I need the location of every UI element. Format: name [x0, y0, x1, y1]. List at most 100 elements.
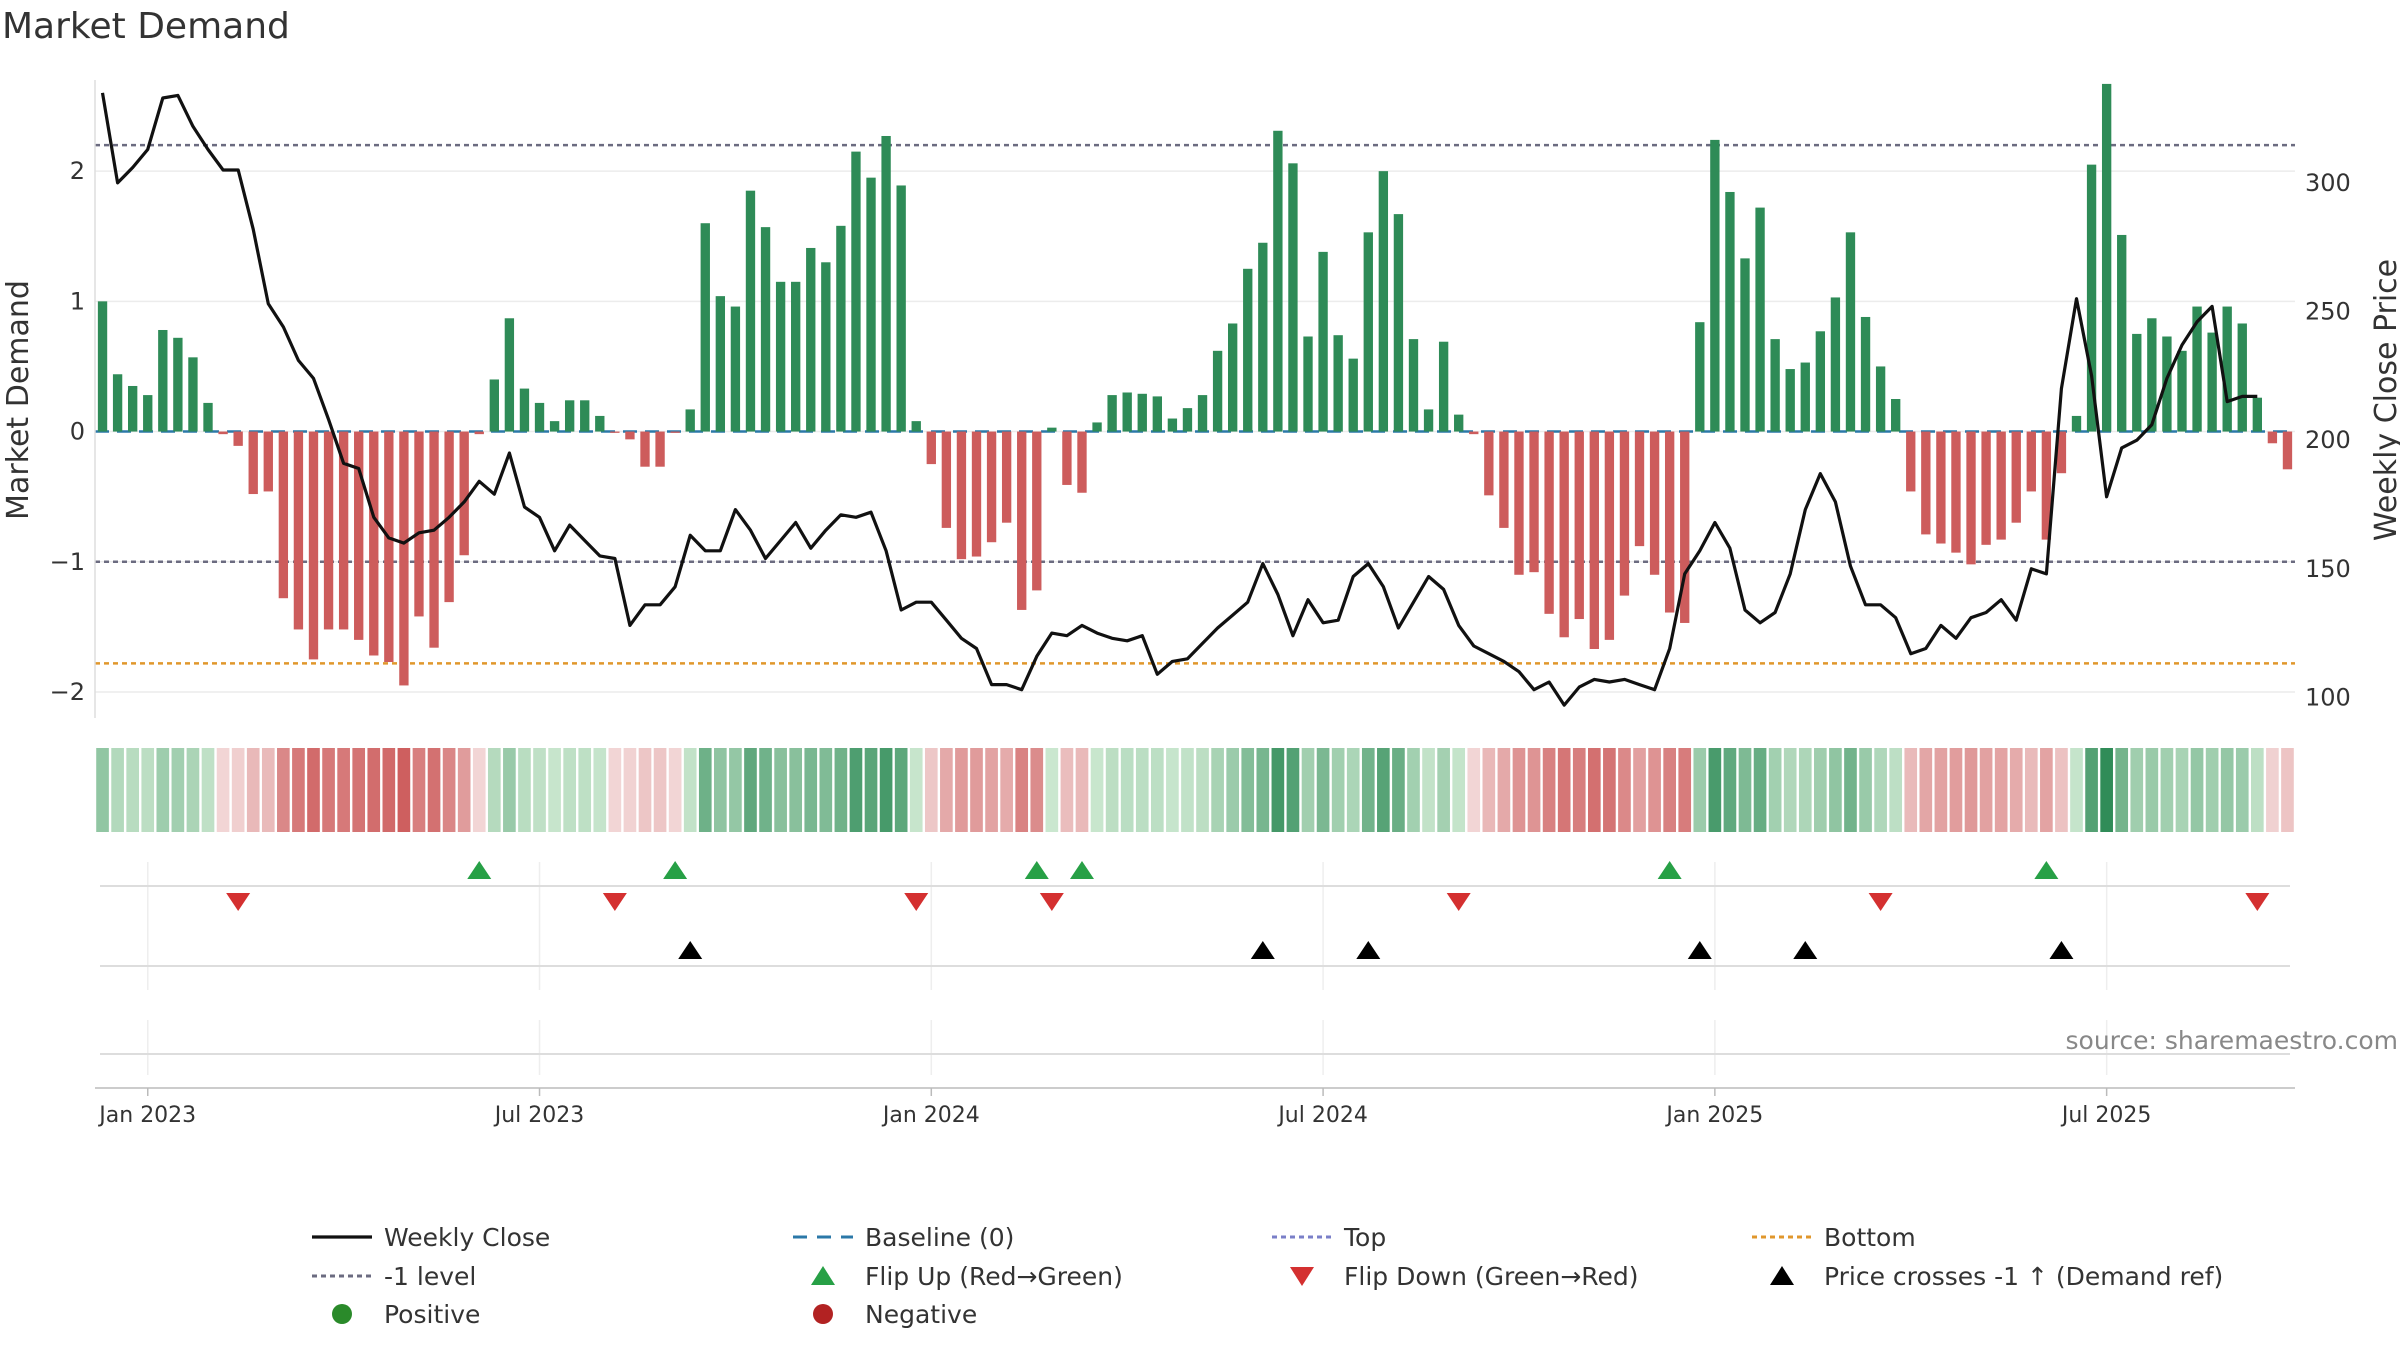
heat-cell: [1572, 748, 1586, 832]
heat-cell: [1934, 748, 1948, 832]
heat-cell: [1452, 748, 1466, 832]
flip-down-marker: [226, 893, 251, 911]
heat-cell: [623, 748, 637, 832]
demand-bar: [293, 431, 304, 630]
left-tick-label: 0: [70, 418, 85, 446]
demand-bar: [1137, 393, 1147, 432]
demand-bar: [1936, 431, 1946, 544]
demand-bar: [625, 431, 635, 440]
heat-cell: [171, 748, 185, 832]
heat-cell: [1768, 748, 1782, 832]
demand-bar: [1830, 297, 1841, 432]
demand-bar: [580, 400, 590, 432]
heat-cell: [1407, 748, 1420, 832]
demand-bar: [112, 374, 123, 432]
heat-cell: [533, 748, 546, 832]
flip-down-marker: [602, 893, 627, 911]
demand-bar: [534, 402, 545, 432]
heat-cell: [518, 748, 531, 832]
right-axis-title: Weekly Close Price: [2369, 259, 2400, 541]
heat-cell: [412, 748, 426, 832]
heat-cell: [1919, 748, 1933, 832]
heat-cell: [879, 748, 893, 832]
demand-bar: [354, 431, 364, 640]
demand-bar: [2207, 332, 2217, 432]
heat-cell: [789, 748, 803, 832]
heat-cell: [804, 748, 818, 832]
heat-cell: [1166, 748, 1179, 832]
heat-cell: [156, 748, 170, 832]
heat-cell: [1030, 748, 1044, 832]
demand-bar: [2132, 333, 2142, 432]
demand-bar: [1710, 139, 1720, 432]
signal-markers: source: sharemaestro.com: [100, 861, 2398, 1055]
heat-cell: [1331, 748, 1345, 832]
heat-cell: [653, 748, 667, 832]
demand-bar: [2101, 83, 2112, 432]
heat-cell: [548, 748, 561, 832]
heat-cell: [563, 748, 576, 832]
heat-cell: [231, 748, 245, 832]
demand-bar: [1484, 431, 1494, 496]
heat-cell: [1557, 748, 1571, 832]
demand-bar: [128, 385, 138, 432]
price-cross-marker: [1793, 941, 1818, 959]
flip-up-marker: [663, 861, 688, 879]
demand-bar: [474, 431, 484, 435]
demand-bar: [1589, 431, 1599, 649]
heat-cell: [608, 748, 622, 832]
weekly-close-line-group: [100, 92, 2258, 707]
heat-cell: [1814, 748, 1827, 832]
heat-cell: [1015, 748, 1029, 832]
legend-bottom-label: Bottom: [1824, 1223, 1916, 1252]
heat-cell: [1994, 748, 2008, 832]
demand-bar: [986, 431, 997, 543]
demand-bar: [384, 431, 394, 663]
heat-cell: [2024, 748, 2038, 832]
demand-bar: [1318, 251, 1328, 432]
demand-bar: [1438, 341, 1449, 432]
demand-bar: [670, 431, 680, 433]
heat-cell: [1105, 748, 1119, 832]
demand-bar: [1951, 431, 1961, 553]
heat-cell: [729, 748, 742, 832]
demand-bar: [1891, 399, 1901, 432]
heat-cell: [457, 748, 471, 832]
demand-bar: [2117, 234, 2127, 432]
heat-cell: [834, 748, 848, 832]
demand-bar: [233, 431, 243, 446]
demand-bar: [203, 402, 213, 432]
heat-cell: [96, 748, 109, 832]
left-axis-title: Market Demand: [1, 280, 36, 520]
heat-cell: [1271, 748, 1285, 832]
heat-cell: [2085, 748, 2098, 832]
demand-bar: [2056, 431, 2067, 474]
right-tick-label: 150: [2305, 555, 2351, 583]
demand-bar: [504, 318, 515, 432]
left-tick-label: −1: [50, 548, 85, 576]
flip-down-marker: [1868, 893, 1893, 911]
heat-cell: [1633, 748, 1646, 832]
demand-bar: [308, 431, 319, 660]
heat-cell: [1618, 748, 1631, 832]
x-tick-label: Jan 2023: [97, 1103, 196, 1128]
heat-cell: [397, 748, 411, 832]
demand-bar: [1860, 316, 1871, 432]
heat-cell: [337, 748, 350, 832]
demand-bar: [836, 225, 846, 432]
demand-bar: [1212, 350, 1223, 432]
heat-cell: [442, 748, 456, 832]
demand-bar: [1815, 331, 1826, 432]
demand-bar: [1664, 431, 1675, 613]
demand-bar: [640, 431, 650, 467]
heat-cell: [1060, 748, 1074, 832]
demand-bar: [866, 177, 876, 432]
demand-bar: [1695, 322, 1705, 432]
heat-cell: [1949, 748, 1963, 832]
heat-cell: [744, 748, 757, 832]
heat-cell: [955, 748, 968, 832]
demand-bar: [851, 151, 861, 432]
heat-cell: [1045, 748, 1059, 832]
heat-cell: [1874, 748, 1887, 832]
left-tick-label: −2: [50, 678, 85, 706]
